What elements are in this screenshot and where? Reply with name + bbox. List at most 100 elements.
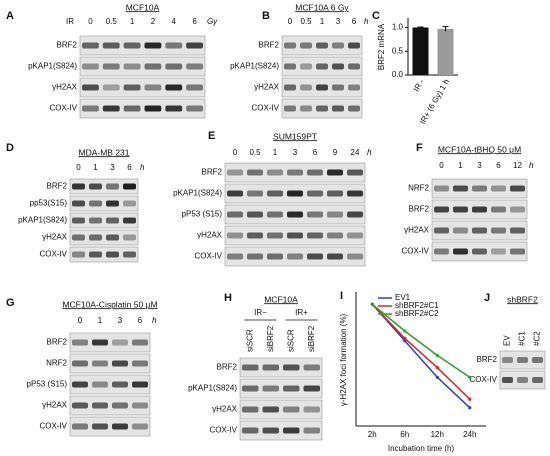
blot-strip xyxy=(239,378,323,399)
lane-label: 24 xyxy=(351,148,360,157)
band xyxy=(123,183,136,190)
band xyxy=(347,232,363,239)
band xyxy=(123,84,141,91)
band xyxy=(132,360,148,367)
band xyxy=(453,206,468,213)
legend-label: shBRF2#C2 xyxy=(395,309,439,318)
row-label: COX-IV xyxy=(209,426,237,435)
row-label: γH2AX xyxy=(212,405,238,414)
row-label: COX-IV xyxy=(194,252,222,261)
band xyxy=(316,42,328,49)
band xyxy=(300,84,312,91)
band xyxy=(283,385,300,392)
lane-label: EV xyxy=(503,335,512,346)
band xyxy=(510,248,525,255)
band xyxy=(502,377,513,383)
y-tick-label: 0.0 xyxy=(392,70,404,79)
band xyxy=(287,232,303,239)
blot-strip xyxy=(79,35,206,56)
lane-label: siBRF2 xyxy=(266,325,275,352)
band xyxy=(186,84,203,91)
band xyxy=(287,169,303,176)
panel-title: MCF10A xyxy=(126,2,160,12)
row-label: BRF2 xyxy=(477,355,498,364)
lane-label: 0 xyxy=(88,17,93,26)
y-axis-label: BRF2 mRNA xyxy=(377,23,386,70)
band xyxy=(186,63,203,70)
band xyxy=(303,364,320,371)
band xyxy=(82,63,99,70)
point xyxy=(435,375,439,379)
band xyxy=(123,200,136,207)
bar xyxy=(437,28,454,75)
legend-label: EV1 xyxy=(395,293,411,302)
band xyxy=(247,190,263,197)
band xyxy=(144,84,162,91)
blot-strip xyxy=(79,56,206,77)
band xyxy=(144,42,162,49)
legend-label: shBRF2#C1 xyxy=(395,301,439,310)
band xyxy=(132,381,148,388)
row-label: γH2AX xyxy=(254,83,280,92)
row-label: γH2AX xyxy=(42,233,68,242)
band xyxy=(327,253,343,260)
row-label: NRF2 xyxy=(408,184,429,193)
band xyxy=(453,185,468,192)
band xyxy=(262,406,279,413)
band xyxy=(316,84,328,91)
lane-label: 0 xyxy=(233,148,238,157)
band xyxy=(510,227,525,234)
lane-label: 6 xyxy=(313,148,318,157)
y-axis-label: γ-H2AX foci formation (%) xyxy=(339,313,348,406)
lane-label: 3 xyxy=(477,161,482,170)
row-label: pKAP1(S824) xyxy=(230,62,279,71)
lane-prefix: IR xyxy=(66,17,74,26)
band xyxy=(284,105,296,112)
band xyxy=(517,357,528,363)
lane-label: 1 xyxy=(458,161,463,170)
band xyxy=(112,339,128,346)
band xyxy=(72,402,88,409)
band xyxy=(242,364,259,371)
band xyxy=(112,381,128,388)
blot-strip xyxy=(69,212,139,229)
line-series xyxy=(371,303,471,400)
lane-unit: h xyxy=(364,17,369,26)
band xyxy=(82,42,99,49)
band xyxy=(491,248,506,255)
point xyxy=(468,397,472,401)
panel-label: F xyxy=(416,142,423,154)
lane-label: 9 xyxy=(333,148,338,157)
row-label: BRF2 xyxy=(409,205,430,214)
band xyxy=(517,377,528,383)
lane-label: 0.5 xyxy=(106,17,118,26)
band xyxy=(347,190,363,197)
band xyxy=(102,84,120,91)
band xyxy=(112,423,128,430)
band xyxy=(123,217,136,224)
lane-label: 0 xyxy=(78,316,83,325)
lane-unit: Gy xyxy=(207,17,218,26)
band xyxy=(72,217,85,224)
lane-label: 1 xyxy=(130,17,135,26)
band xyxy=(92,360,108,367)
panel-label: H xyxy=(224,292,232,304)
band xyxy=(307,232,323,239)
lane-label: 6 xyxy=(192,17,197,26)
band xyxy=(284,84,296,91)
blot-strip xyxy=(69,416,151,437)
blot-strip xyxy=(69,374,151,395)
lane-label: 3 xyxy=(110,163,115,172)
lane-label: #C1 xyxy=(518,331,527,346)
lane-label: #C2 xyxy=(533,331,542,346)
x-tick-label: IR - xyxy=(412,77,426,93)
lane-label: 1 xyxy=(320,17,325,26)
band xyxy=(262,364,279,371)
row-label: pKAP1(S824) xyxy=(18,216,67,225)
row-label: COX-IV xyxy=(401,247,429,256)
band xyxy=(92,402,108,409)
panel-label: C xyxy=(372,10,380,22)
band xyxy=(316,63,328,70)
point xyxy=(468,375,472,379)
point xyxy=(435,353,439,357)
